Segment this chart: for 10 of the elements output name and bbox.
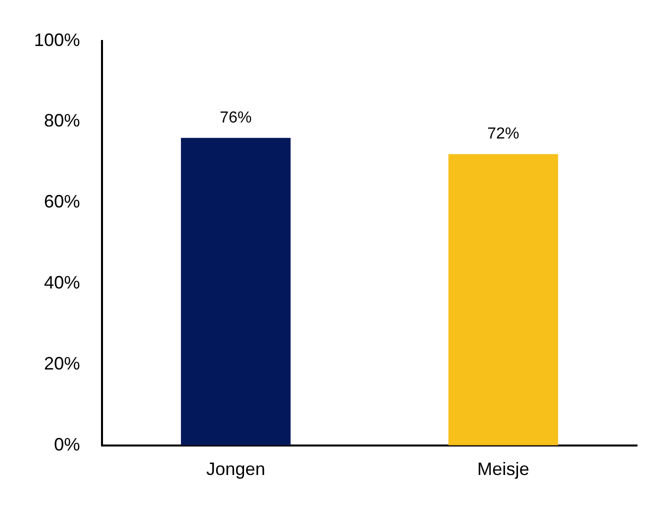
y-tick-label: 60% [44, 192, 80, 212]
y-tick-label: 20% [44, 353, 80, 374]
x-tick-label: Meisje [477, 459, 530, 480]
data-label: 76% [220, 109, 252, 126]
y-tick-label: 0% [54, 434, 80, 454]
x-tick-label: Jongen [206, 459, 266, 480]
y-tick-label: 40% [44, 272, 80, 293]
y-tick-label: 80% [44, 110, 80, 131]
y-tick-label: 100% [34, 30, 80, 50]
data-label: 72% [487, 125, 520, 142]
